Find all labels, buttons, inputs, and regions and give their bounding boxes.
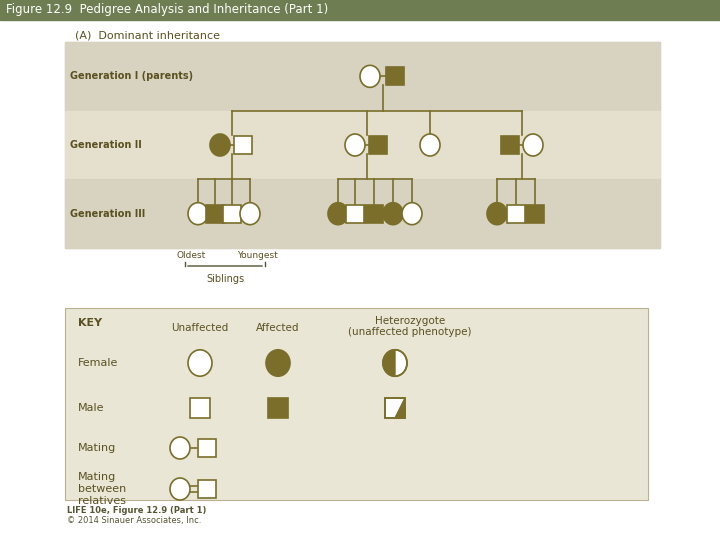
Text: Generation I (parents): Generation I (parents) [70,71,193,82]
Bar [234,136,252,154]
Bar [223,205,241,222]
Bar [526,205,544,222]
Ellipse shape [383,350,407,376]
Ellipse shape [383,202,403,225]
Text: Unaffected: Unaffected [171,323,229,333]
Bar [190,398,210,418]
Bar [268,398,288,418]
Ellipse shape [523,134,543,156]
Ellipse shape [170,437,190,459]
Bar [369,136,387,154]
Text: between: between [78,484,126,494]
Ellipse shape [266,350,290,376]
Bar [65,111,660,179]
Text: KEY: KEY [78,318,102,328]
Ellipse shape [188,202,208,225]
Text: Mating: Mating [78,472,116,482]
Ellipse shape [420,134,440,156]
Text: Generation III: Generation III [70,208,145,219]
Bar [346,205,364,222]
Ellipse shape [170,478,190,500]
Ellipse shape [345,134,365,156]
Text: (A)  Dominant inheritance: (A) Dominant inheritance [75,30,220,40]
Ellipse shape [360,65,380,87]
Bar [365,205,383,222]
Bar [507,205,525,222]
Wedge shape [383,351,395,375]
Bar [198,439,216,457]
Bar [385,398,405,418]
Bar [65,42,660,248]
Text: Youngest: Youngest [237,251,277,260]
Text: relatives: relatives [78,496,126,506]
Text: LIFE 10e, Figure 12.9 (Part 1): LIFE 10e, Figure 12.9 (Part 1) [67,506,207,515]
Bar [386,68,404,85]
Polygon shape [395,398,405,418]
Text: © 2014 Sinauer Associates, Inc.: © 2014 Sinauer Associates, Inc. [67,516,202,525]
Bar [385,398,405,418]
Text: Mating: Mating [78,443,116,453]
Ellipse shape [328,202,348,225]
Text: Figure 12.9  Pedigree Analysis and Inheritance (Part 1): Figure 12.9 Pedigree Analysis and Inheri… [6,3,328,17]
Text: Male: Male [78,403,104,413]
Ellipse shape [402,202,422,225]
Bar [65,179,660,248]
Bar [0,0,720,20]
Ellipse shape [240,202,260,225]
Text: Heterozygote: Heterozygote [375,316,445,326]
Text: (unaffected phenotype): (unaffected phenotype) [348,327,472,337]
Text: Female: Female [78,358,118,368]
Ellipse shape [210,134,230,156]
Ellipse shape [188,350,212,376]
Bar [501,136,519,154]
Text: Oldest: Oldest [176,251,206,260]
Text: Generation II: Generation II [70,140,142,150]
Bar [198,480,216,498]
Ellipse shape [487,202,507,225]
Text: Siblings: Siblings [206,274,244,284]
Text: Affected: Affected [256,323,300,333]
Bar [65,308,648,500]
Bar [206,205,224,222]
Bar [65,42,660,111]
